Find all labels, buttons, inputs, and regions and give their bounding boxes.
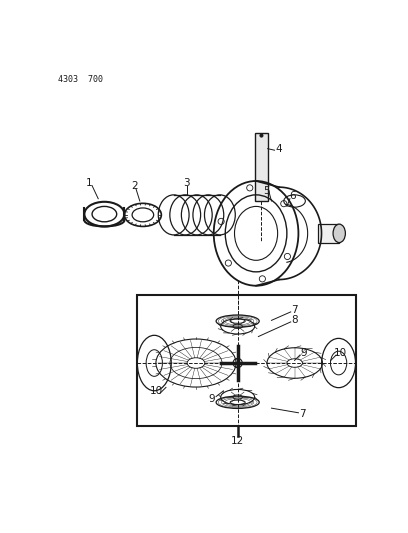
Text: 2: 2 [131, 181, 138, 191]
Text: 10: 10 [149, 386, 162, 396]
Circle shape [233, 358, 242, 368]
Text: 5: 5 [263, 186, 269, 196]
Text: 12: 12 [231, 436, 244, 446]
Text: 7: 7 [291, 305, 298, 316]
Text: 3: 3 [184, 179, 190, 188]
Text: 10: 10 [333, 348, 346, 358]
Ellipse shape [333, 224, 346, 243]
Text: 4: 4 [276, 144, 282, 154]
Text: 4303  700: 4303 700 [58, 75, 103, 84]
Circle shape [260, 134, 263, 137]
Text: 1: 1 [86, 179, 92, 188]
Text: 6: 6 [289, 191, 295, 201]
Text: 7: 7 [299, 409, 306, 419]
Text: 9: 9 [301, 348, 307, 358]
Bar [255, 133, 268, 201]
Bar [137, 295, 356, 426]
Text: 8: 8 [291, 316, 298, 325]
Bar [318, 224, 339, 243]
Text: 9: 9 [209, 394, 215, 404]
